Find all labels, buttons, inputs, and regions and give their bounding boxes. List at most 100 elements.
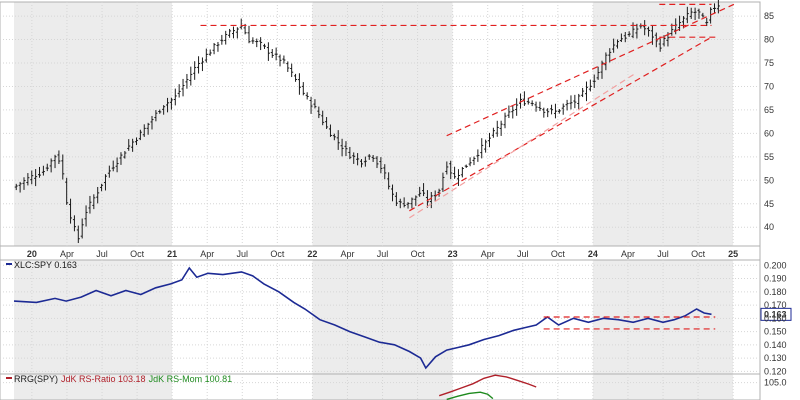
price-bar xyxy=(519,93,523,109)
price-bar xyxy=(712,3,716,14)
price-bar xyxy=(263,43,267,49)
price-bar xyxy=(406,202,410,209)
price-bar xyxy=(422,183,426,197)
price-bar xyxy=(69,198,73,224)
price-bar xyxy=(623,32,627,43)
price-bar xyxy=(581,87,585,98)
price-bar xyxy=(379,157,383,174)
price-bar xyxy=(14,183,18,191)
price-bar xyxy=(111,160,115,172)
year-band xyxy=(14,260,173,374)
price-bar xyxy=(88,195,92,214)
price-bar xyxy=(92,194,96,210)
price-bar xyxy=(344,141,348,157)
price-bar xyxy=(115,157,119,173)
price-bar xyxy=(173,88,177,106)
price-bar xyxy=(429,191,433,209)
price-bar xyxy=(619,33,623,42)
rs-y-tick-label: 0.190 xyxy=(764,274,787,284)
x-tick-label: 20 xyxy=(27,249,37,259)
rs-last-value-box xyxy=(760,307,792,321)
price-bar xyxy=(352,152,356,164)
price-bar xyxy=(193,61,197,80)
panel-frame xyxy=(0,373,761,400)
price-bar xyxy=(61,154,65,180)
price-bar xyxy=(336,130,340,150)
rrg-legend: RRG(SPY) JdK RS-Ratio 103.18 JdK RS-Mom 10… xyxy=(14,374,232,384)
price-bar xyxy=(131,138,135,152)
x-tick-label: 22 xyxy=(307,249,317,259)
price-bar xyxy=(391,184,395,202)
year-band xyxy=(733,260,760,374)
x-axis-strip xyxy=(0,245,761,261)
axis-layer: 40 45 50 55 60 65 70 75 80 85 20 Apr Jul Oct 21 Apr Jul O… xyxy=(27,11,787,388)
x-tick-label: Jul xyxy=(517,249,529,259)
x-tick-label: Jul xyxy=(377,249,389,259)
price-bar xyxy=(375,156,379,169)
price-bar xyxy=(592,74,596,88)
price-bar xyxy=(270,49,274,58)
price-bar xyxy=(38,166,42,178)
price-bar xyxy=(348,146,352,160)
price-bar xyxy=(57,150,61,164)
price-bar xyxy=(119,152,123,165)
x-tick-label: Oct xyxy=(691,249,706,259)
price-y-tick-label: 75 xyxy=(764,58,774,68)
rs-series-line xyxy=(13,266,712,370)
x-tick-label: Jul xyxy=(96,249,108,259)
price-bar xyxy=(503,112,507,129)
price-bar xyxy=(359,159,363,168)
price-bar xyxy=(538,101,542,112)
price-bar xyxy=(356,153,360,166)
price-bar xyxy=(480,138,484,159)
price-bar xyxy=(204,48,208,63)
price-y-tick-label: 65 xyxy=(764,105,774,115)
price-bar xyxy=(681,16,685,29)
price-bar xyxy=(41,165,45,176)
price-bar xyxy=(693,7,697,21)
price-bar xyxy=(22,177,26,190)
price-bar xyxy=(282,55,286,64)
price-bar xyxy=(394,192,398,207)
price-bar xyxy=(123,151,127,159)
rrg-legend-swatch xyxy=(6,377,12,379)
rs-y-tick-label: 0.140 xyxy=(764,340,787,350)
channel-outer-line xyxy=(409,71,638,219)
price-bar xyxy=(468,157,472,167)
price-bar xyxy=(635,23,639,39)
price-bar xyxy=(76,225,80,244)
price-bar xyxy=(650,25,654,45)
price-bar xyxy=(150,115,154,130)
price-panel xyxy=(14,0,735,244)
price-bar xyxy=(449,160,453,180)
price-bar xyxy=(705,17,709,27)
price-bar xyxy=(158,109,162,114)
price-bar xyxy=(526,97,530,105)
price-bar xyxy=(200,57,204,72)
price-bar xyxy=(522,91,526,106)
price-bar xyxy=(716,0,720,14)
price-y-tick-label: 40 xyxy=(764,222,774,232)
price-bar xyxy=(550,104,554,115)
rs-legend-swatch xyxy=(6,263,12,265)
price-bar xyxy=(142,124,146,137)
price-bar xyxy=(103,174,107,191)
price-bar xyxy=(224,30,228,45)
year-band xyxy=(452,2,593,246)
price-bar xyxy=(328,124,332,137)
x-tick-label: Apr xyxy=(200,249,214,259)
price-bar xyxy=(80,218,84,239)
price-bar xyxy=(228,28,232,38)
price-bar xyxy=(278,54,282,67)
price-bar xyxy=(553,103,557,119)
price-bar xyxy=(181,78,185,97)
year-band xyxy=(733,2,760,246)
price-bar xyxy=(658,38,662,52)
price-bar xyxy=(255,38,259,48)
price-bar xyxy=(565,99,569,111)
price-bar xyxy=(127,139,131,151)
price-bar xyxy=(274,47,278,61)
price-bar xyxy=(456,169,460,186)
price-bar xyxy=(321,110,325,126)
price-bar xyxy=(484,139,488,153)
